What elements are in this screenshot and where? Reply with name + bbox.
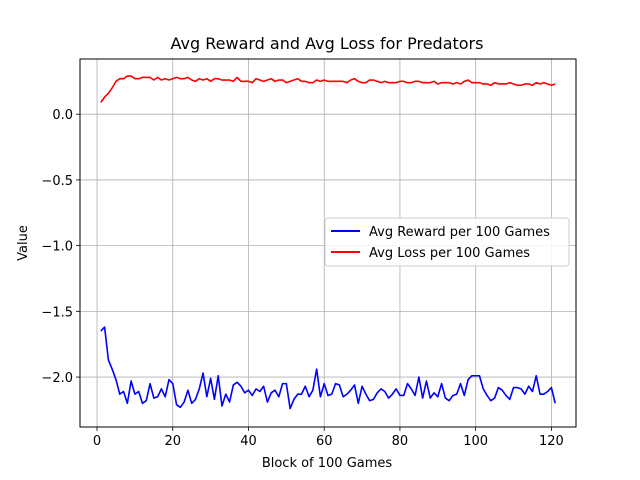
legend-label-reward: Avg Reward per 100 Games <box>369 225 550 240</box>
series-line-reward <box>100 326 556 410</box>
y-tick-label: −2.0 <box>41 371 73 386</box>
y-tick-label: 0.0 <box>52 108 73 123</box>
legend-label-loss: Avg Loss per 100 Games <box>369 246 530 261</box>
x-tick-label: 100 <box>463 434 488 449</box>
legend: Avg Reward per 100 Games Avg Loss per 10… <box>324 217 570 267</box>
series-line-loss <box>100 75 556 103</box>
plot-area-frame <box>79 58 577 428</box>
y-tick-label: −0.5 <box>41 174 73 189</box>
axis-ticks: 0 20 40 60 80 100 120 −2.0 −1.5 −1.0 −0.5 0.0 <box>41 108 563 449</box>
y-axis-label: Value <box>16 225 31 261</box>
y-tick-label: −1.5 <box>41 305 73 320</box>
chart-title: Avg Reward and Avg Loss for Predators <box>171 34 484 53</box>
x-axis-label: Block of 100 Games <box>262 456 393 471</box>
series-layer <box>100 75 556 410</box>
x-tick-label: 40 <box>240 434 257 449</box>
x-tick-label: 120 <box>539 434 564 449</box>
x-tick-label: 20 <box>164 434 181 449</box>
x-tick-label: 60 <box>316 434 333 449</box>
legend-box <box>324 217 570 267</box>
x-tick-label: 0 <box>93 434 101 449</box>
y-tick-label: −1.0 <box>41 240 73 255</box>
x-tick-label: 80 <box>392 434 409 449</box>
